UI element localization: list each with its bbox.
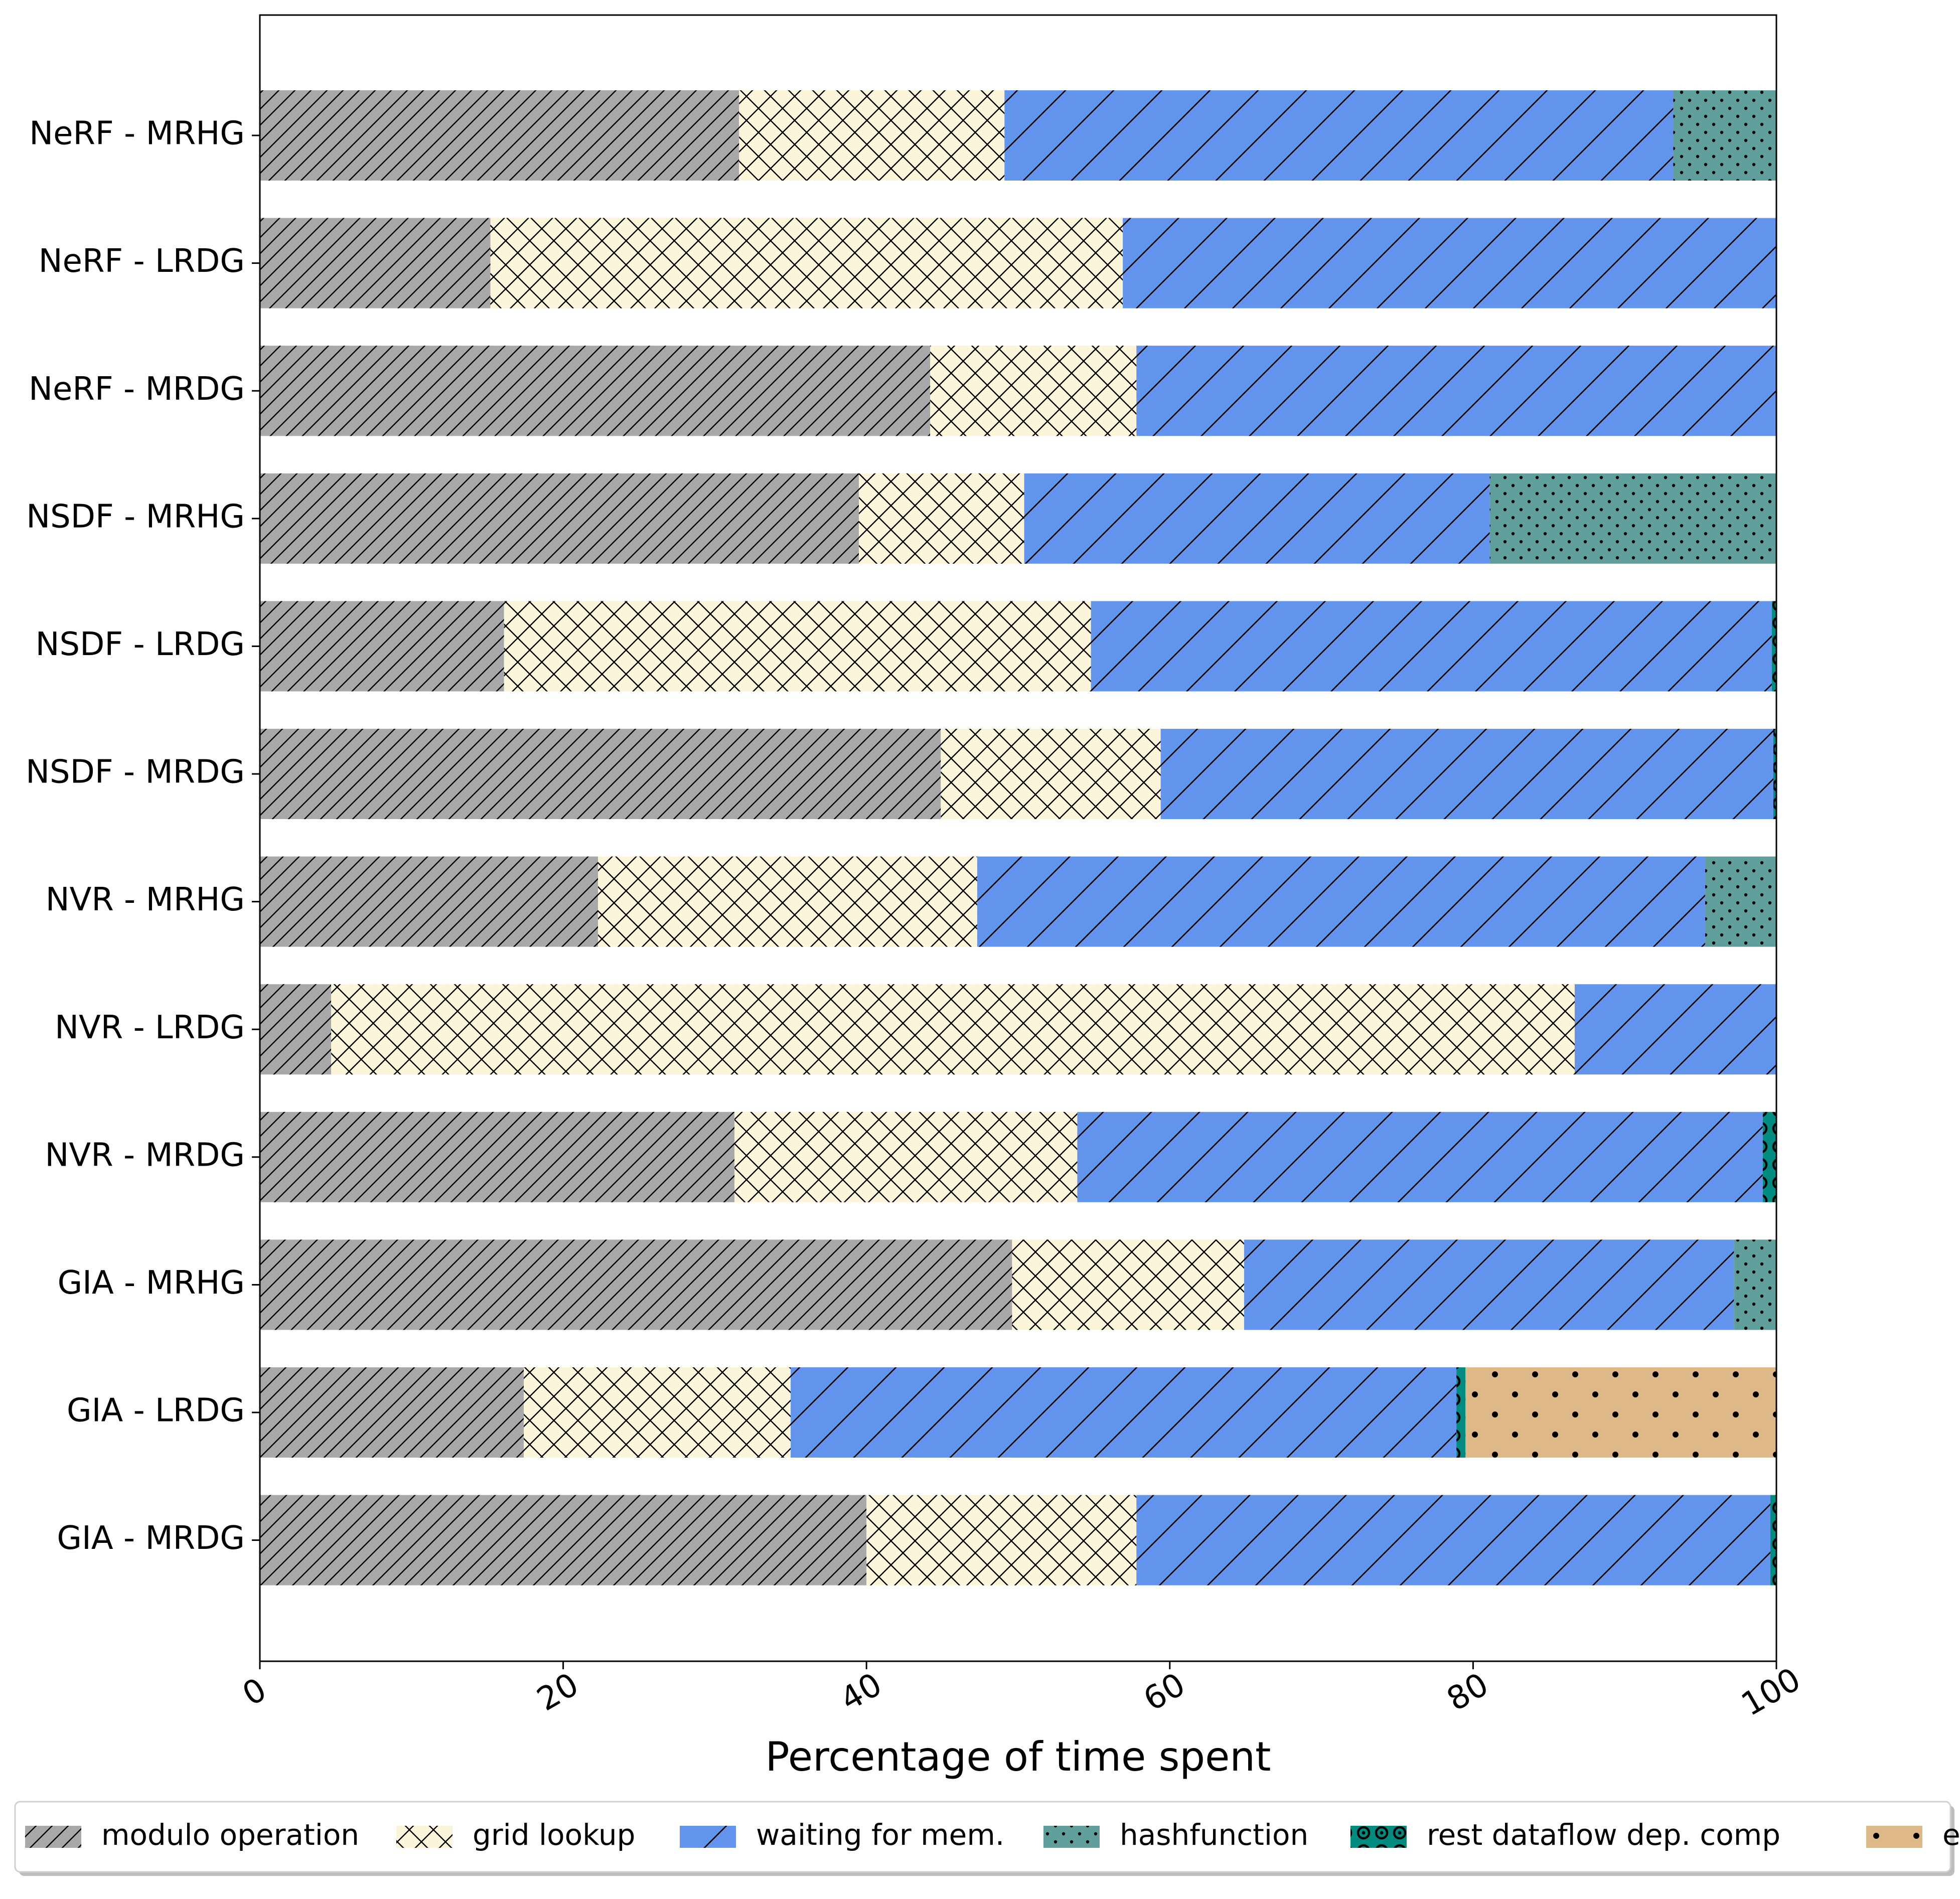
bar-nsdf-lrdg-modulo-operation	[260, 601, 504, 692]
bar-nsdf-mrdg-modulo-operation	[260, 729, 941, 819]
x-tick-label: 60	[1138, 1666, 1192, 1718]
bar-nvr-lrdg-modulo-operation	[260, 984, 332, 1075]
bar-gia-mrhg-grid-lookup	[1012, 1239, 1244, 1330]
category-labels: NeRF - MRHG NeRF - LRDG NeRF - MRDG NSDF - …	[26, 115, 260, 1557]
x-axis-label: Percentage of time spent	[766, 1733, 1271, 1780]
bar-nsdf-mrdg-rest-dataflow-dep-comp	[1773, 729, 1776, 819]
bar-nvr-mrhg-hashfunction	[1705, 856, 1776, 947]
legend-swatch-modulo-operation	[25, 1826, 81, 1848]
category-label: GIA - MRDG	[57, 1520, 245, 1557]
bar-nerf-mrdg-waiting-for-mem	[1136, 346, 1776, 436]
bar-gia-mrhg-hashfunction	[1734, 1239, 1776, 1330]
bar-nvr-mrdg-modulo-operation	[260, 1112, 735, 1202]
legend-swatch-exp	[1866, 1826, 1922, 1848]
bar-nsdf-mrhg-waiting-for-mem	[1024, 473, 1490, 564]
category-label: NeRF - LRDG	[39, 243, 245, 280]
bar-gia-mrdg-rest-dataflow-dep-comp	[1770, 1495, 1776, 1586]
bar-nerf-lrdg-modulo-operation	[260, 218, 491, 308]
bar-gia-lrdg-rest-dataflow-dep-comp	[1456, 1367, 1466, 1458]
legend-swatch-grid-lookup	[396, 1826, 453, 1848]
x-tick-label: 80	[1441, 1666, 1495, 1718]
legend-swatch-hashfunction	[1043, 1826, 1100, 1848]
bar-nsdf-lrdg-waiting-for-mem	[1091, 601, 1772, 692]
category-label: GIA - LRDG	[67, 1392, 245, 1430]
legend-label-exp: exp	[1942, 1818, 1960, 1852]
bar-nsdf-mrdg-waiting-for-mem	[1160, 729, 1773, 819]
category-label: NVR - MRDG	[45, 1137, 245, 1174]
bar-nsdf-lrdg-grid-lookup	[504, 601, 1091, 692]
category-label: NSDF - MRDG	[26, 754, 245, 791]
category-label: GIA - MRHG	[58, 1264, 245, 1302]
bar-nvr-mrhg-waiting-for-mem	[977, 856, 1705, 947]
category-label: NSDF - LRDG	[36, 626, 245, 663]
legend-label-modulo-operation: modulo operation	[101, 1818, 359, 1852]
legend-swatch-waiting-for-mem	[680, 1826, 736, 1848]
bar-nerf-lrdg-waiting-for-mem	[1123, 218, 1776, 308]
bar-nsdf-mrhg-grid-lookup	[859, 473, 1024, 564]
bar-gia-mrhg-waiting-for-mem	[1244, 1239, 1734, 1330]
x-tick-label: 40	[834, 1666, 888, 1718]
legend: modulo operation grid lookup waiting for m…	[14, 1801, 1960, 1876]
bar-nvr-mrdg-grid-lookup	[734, 1112, 1078, 1202]
bar-nsdf-mrhg-hashfunction	[1489, 473, 1776, 564]
category-label: NSDF - MRHG	[26, 498, 245, 535]
category-label: NeRF - MRHG	[29, 115, 245, 152]
bar-nvr-lrdg-grid-lookup	[331, 984, 1575, 1075]
bar-gia-lrdg-grid-lookup	[524, 1367, 791, 1458]
legend-frame	[14, 1801, 1951, 1873]
bar-nerf-mrhg-modulo-operation	[260, 90, 739, 181]
legend-label-rest-dataflow-dep-comp: rest dataflow dep. comp	[1427, 1818, 1780, 1852]
bar-nerf-mrdg-modulo-operation	[260, 346, 931, 436]
bars-layer	[260, 90, 1776, 1586]
bar-gia-mrhg-modulo-operation	[260, 1239, 1012, 1330]
x-axis-ticks: 0 20 40 60 80 100	[236, 1661, 1807, 1723]
bar-nerf-mrhg-hashfunction	[1673, 90, 1776, 181]
bar-nsdf-mrhg-modulo-operation	[260, 473, 859, 564]
category-label: NVR - MRHG	[46, 881, 245, 918]
bar-gia-mrdg-waiting-for-mem	[1136, 1495, 1770, 1586]
category-label: NVR - LRDG	[55, 1009, 245, 1046]
category-label: NeRF - MRDG	[29, 371, 245, 408]
legend-label-hashfunction: hashfunction	[1120, 1818, 1308, 1852]
bar-nvr-mrhg-grid-lookup	[598, 856, 977, 947]
bar-nvr-mrhg-modulo-operation	[260, 856, 598, 947]
bar-gia-mrdg-grid-lookup	[866, 1495, 1137, 1586]
bar-gia-lrdg-exp	[1465, 1367, 1776, 1458]
bar-nvr-mrdg-rest-dataflow-dep-comp	[1762, 1112, 1776, 1202]
bar-nsdf-lrdg-rest-dataflow-dep-comp	[1771, 601, 1776, 692]
x-tick-label: 20	[531, 1666, 585, 1718]
bar-nsdf-mrdg-grid-lookup	[941, 729, 1161, 819]
bar-nerf-mrhg-waiting-for-mem	[1004, 90, 1674, 181]
bar-gia-mrdg-modulo-operation	[260, 1495, 867, 1586]
x-tick-label: 0	[236, 1671, 272, 1713]
bar-nvr-mrdg-waiting-for-mem	[1077, 1112, 1763, 1202]
legend-swatch-rest-dataflow-dep-comp	[1350, 1826, 1407, 1848]
x-tick-label: 100	[1735, 1661, 1807, 1723]
bar-nerf-mrhg-grid-lookup	[739, 90, 1005, 181]
legend-label-waiting-for-mem: waiting for mem.	[756, 1818, 1004, 1852]
bar-gia-lrdg-waiting-for-mem	[791, 1367, 1457, 1458]
bar-nerf-mrdg-grid-lookup	[930, 346, 1137, 436]
legend-label-grid-lookup: grid lookup	[473, 1818, 636, 1852]
axes-frame	[259, 14, 1777, 1662]
bar-gia-lrdg-modulo-operation	[260, 1367, 524, 1458]
bar-nvr-lrdg-waiting-for-mem	[1574, 984, 1776, 1075]
bar-nerf-lrdg-grid-lookup	[490, 218, 1123, 308]
